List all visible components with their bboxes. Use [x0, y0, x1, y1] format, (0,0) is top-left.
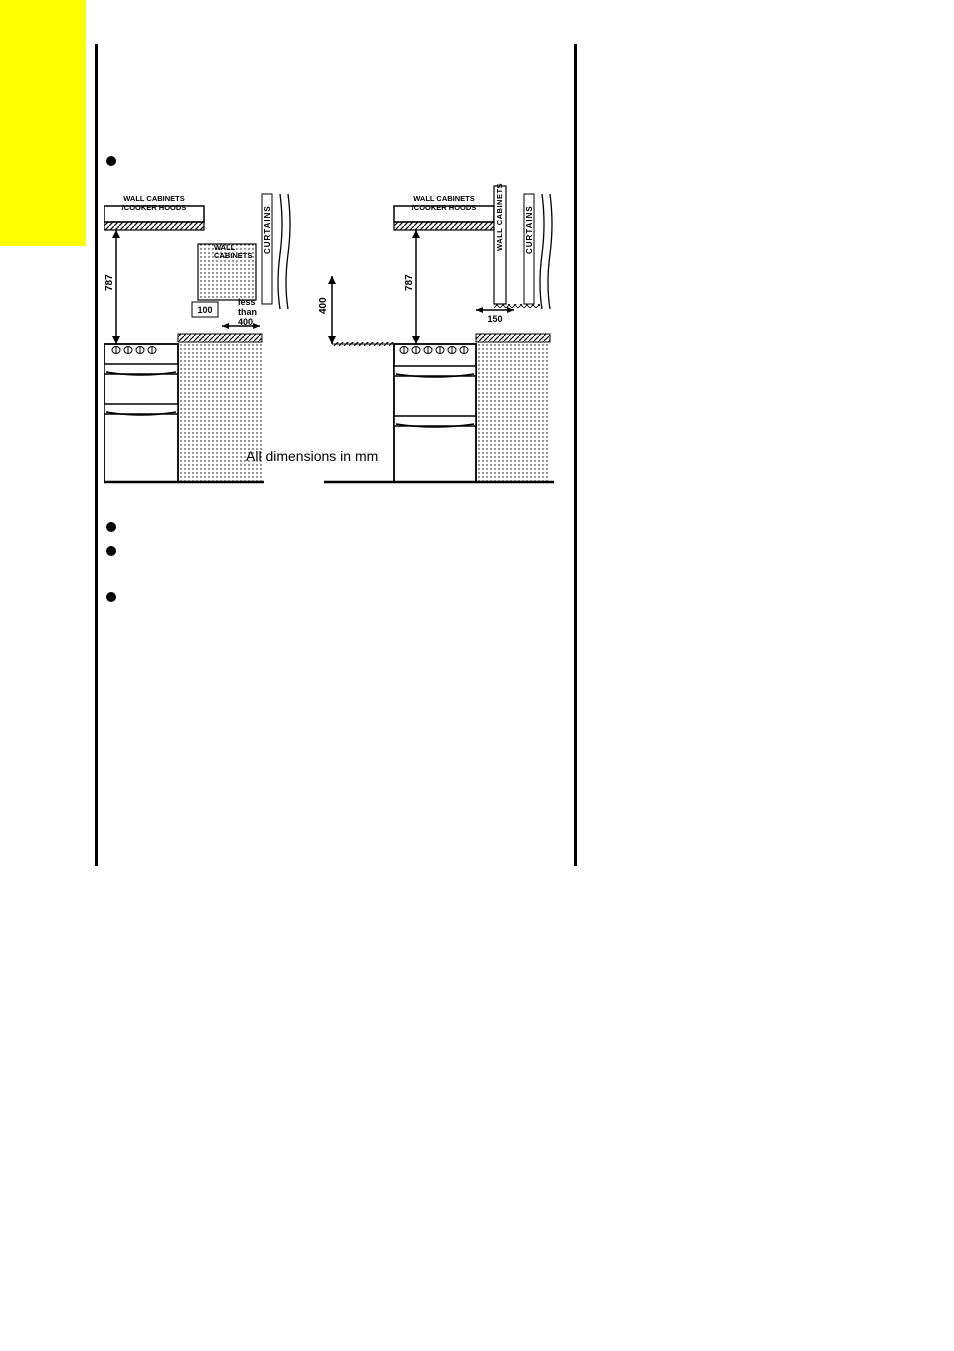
- svg-text:WALL CABINETS: WALL CABINETS: [123, 194, 185, 203]
- svg-text:/COOKER HOODS: /COOKER HOODS: [122, 203, 187, 212]
- svg-text:WALL CABINETS: WALL CABINETS: [413, 194, 475, 203]
- svg-text:WALL CABINETS: WALL CABINETS: [495, 183, 504, 251]
- column-rule-right: [574, 44, 577, 866]
- column-rule-left: [95, 44, 98, 866]
- bullet-2: [106, 522, 116, 532]
- svg-text:100: 100: [197, 305, 212, 315]
- installation-diagram: WALL CABINETS /COOKER HOODS WALL CABINET…: [104, 176, 560, 494]
- diagram-note: All dimensions in mm: [246, 448, 378, 464]
- side-tab: [0, 0, 86, 246]
- svg-text:CABINETS: CABINETS: [214, 251, 252, 260]
- svg-text:150: 150: [487, 314, 502, 324]
- bullet-4: [106, 592, 116, 602]
- svg-text:400: 400: [318, 297, 329, 314]
- svg-text:CURTAINS: CURTAINS: [525, 205, 534, 254]
- svg-text:than: than: [238, 307, 257, 317]
- svg-text:/COOKER HOODS: /COOKER HOODS: [412, 203, 477, 212]
- bullet-1: [106, 156, 116, 166]
- svg-text:CURTAINS: CURTAINS: [263, 205, 272, 254]
- svg-text:787: 787: [104, 274, 115, 291]
- svg-text:less: less: [238, 297, 256, 307]
- bullet-3: [106, 546, 116, 556]
- svg-text:787: 787: [404, 274, 415, 291]
